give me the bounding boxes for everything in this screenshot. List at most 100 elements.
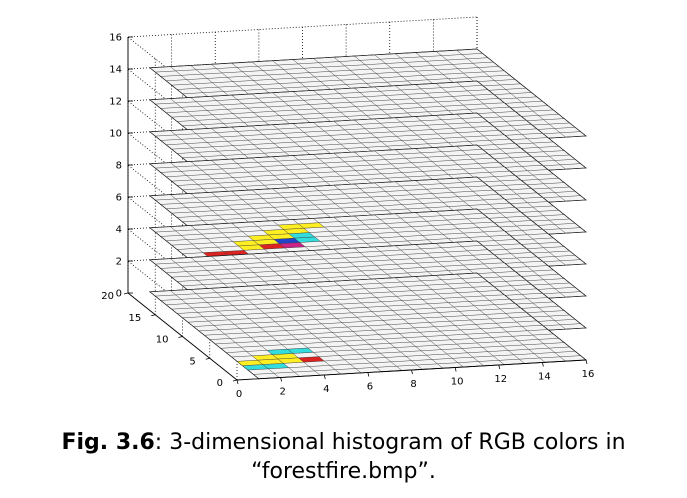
slice-gridline (171, 290, 499, 310)
slice-gridline (177, 134, 505, 154)
slice-gridline (166, 285, 494, 306)
y-tick-mark (232, 379, 238, 382)
slice-gridline (204, 316, 532, 336)
slice-gridline (160, 217, 488, 237)
slice-gridline (236, 342, 565, 362)
slice-gridline (171, 66, 499, 86)
slice-gridline (171, 162, 499, 182)
histogram-slices (148, 48, 587, 380)
colored-bin (294, 236, 321, 243)
y-tick-mark (123, 292, 129, 295)
colored-bin (288, 232, 315, 239)
slice-gridline (182, 74, 510, 95)
slice-gridline (155, 213, 483, 233)
z-tick-label: 8 (116, 161, 122, 172)
colored-bin (283, 228, 310, 234)
slice-gridline (177, 230, 505, 250)
slice-gridline (171, 98, 499, 118)
slice-gridline (166, 157, 494, 178)
colored-bin (272, 353, 299, 360)
slice-gridline (171, 258, 499, 278)
slice-gridline (177, 294, 505, 314)
y-axis-ticks: 0 5 10 15 20 (101, 291, 238, 389)
slice-gridline (226, 333, 554, 353)
y-tick-label: 0 (217, 378, 223, 389)
colored-bin (242, 364, 269, 371)
slice-gridline (160, 89, 488, 109)
slice-gridline (160, 153, 488, 173)
x-axis-ticks: 0 2 4 6 8 10 12 14 16 (236, 359, 594, 400)
slice-gridline (166, 221, 494, 242)
z-tick-label: 10 (109, 129, 122, 140)
slice-gridline (149, 112, 478, 132)
slice-gridline (177, 262, 505, 282)
colored-bin (273, 238, 300, 244)
x-tick-mark (367, 372, 370, 377)
x-tick-mark (585, 359, 588, 365)
slice-gridline (171, 226, 499, 246)
colored-bin (252, 354, 278, 361)
slice-gridline (187, 303, 516, 323)
z-tick-label: 0 (116, 289, 122, 300)
slice-gridline (231, 338, 559, 358)
x-tick-label: 0 (236, 389, 242, 400)
y-tick-mark (205, 357, 210, 360)
slice-gridline (149, 48, 478, 68)
colored-bin (238, 244, 265, 251)
x-tick-label: 12 (494, 374, 507, 385)
slice-gridline (182, 170, 510, 191)
slice-gridline (149, 208, 478, 228)
slice-gridline (198, 311, 527, 332)
histogram-slice (148, 272, 587, 380)
colored-bin (287, 347, 314, 354)
colored-bin (262, 229, 289, 235)
x-tick-mark (323, 374, 326, 380)
colored-bin (253, 239, 280, 245)
caption-line-2: “forestfire.bmp”. (251, 459, 436, 484)
slice-gridline (160, 249, 488, 269)
slice-gridline (166, 125, 494, 146)
slice-gridline (155, 149, 483, 169)
slice-gridline (247, 351, 576, 371)
slice-gridline (149, 144, 478, 164)
x-tick-label: 8 (410, 379, 416, 390)
x-tick-label: 4 (323, 384, 329, 395)
slice-gridline (171, 130, 499, 150)
colored-bin (262, 363, 289, 369)
slice-gridline (160, 57, 488, 77)
y-tick-mark (151, 314, 156, 317)
slice-gridline (193, 307, 521, 327)
slice-gridline (166, 93, 494, 114)
colored-bin (298, 356, 325, 363)
slice-gridline (215, 324, 543, 345)
colored-bin (277, 357, 304, 364)
slice-gridline (149, 240, 478, 260)
slice-gridline (155, 181, 483, 201)
slice-gridline (177, 198, 505, 218)
slice-gridline (149, 272, 478, 292)
slice-gridline (242, 346, 570, 366)
caption-figure-label: Fig. 3.6 (61, 430, 155, 455)
x-tick-mark (280, 377, 283, 382)
colored-bin (257, 359, 284, 365)
colored-bin (247, 234, 274, 241)
slice-gridline (166, 189, 494, 210)
z-tick-label: 16 (109, 33, 122, 44)
y-tick-label: 15 (129, 313, 142, 324)
slice-gridline (182, 202, 510, 223)
x-tick-mark (411, 369, 413, 375)
z-tick-label: 2 (116, 257, 122, 268)
slice-gridline (149, 176, 478, 196)
y-tick-label: 20 (101, 291, 114, 302)
slice-gridline (155, 53, 483, 73)
slice-gridline (166, 253, 494, 274)
colored-bin (277, 223, 304, 230)
slice-gridline (171, 194, 499, 214)
slice-gridline (166, 61, 494, 82)
z-tick-label: 14 (109, 65, 122, 76)
colored-bin (232, 240, 259, 246)
slice-gridline (160, 185, 488, 205)
slice-gridline (160, 121, 488, 141)
z-tick-label: 12 (109, 97, 122, 108)
colored-bin (268, 233, 295, 240)
